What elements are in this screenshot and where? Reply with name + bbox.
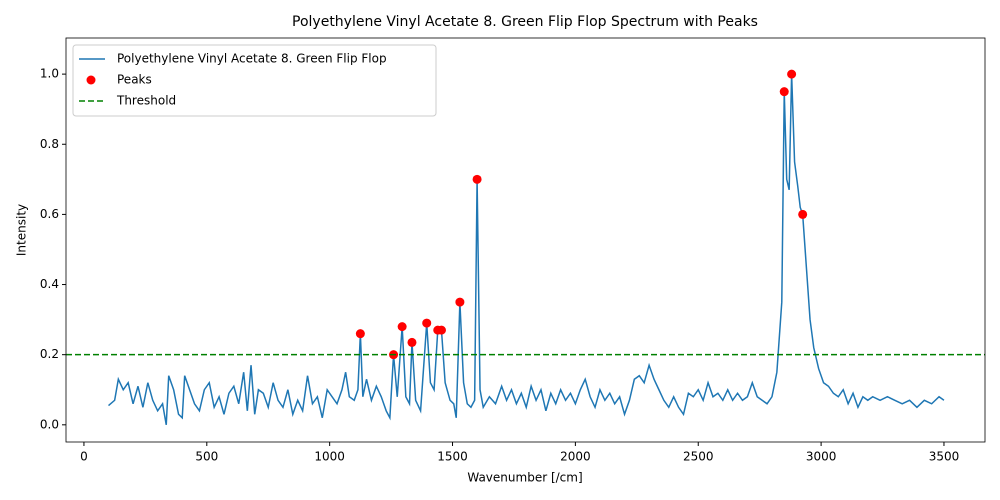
legend-label: Threshold [116,94,176,108]
peak-point [355,329,365,339]
peak-point [422,318,432,328]
y-tick-label: 0.8 [40,137,59,151]
y-tick-label: 0.2 [40,347,59,361]
x-tick-label: 1500 [437,450,468,464]
legend: Polyethylene Vinyl Acetate 8. Green Flip… [72,44,437,117]
legend-swatch [86,75,96,85]
x-tick-label: 2000 [560,450,591,464]
y-tick-label: 0.6 [40,207,59,221]
peak-point [436,325,446,335]
x-tick-label: 2500 [683,450,714,464]
plot-frame [65,37,986,443]
peak-point [798,209,808,219]
spectrum-line [108,74,945,425]
x-tick-label: 500 [195,450,218,464]
peak-point [455,297,465,307]
peak-point [397,322,407,332]
y-tick-label: 0.4 [40,277,59,291]
legend-label: Polyethylene Vinyl Acetate 8. Green Flip… [117,52,387,66]
y-tick-label: 0.0 [40,417,59,431]
peak-point [779,87,789,97]
x-tick-label: 1000 [314,450,345,464]
peak-point [472,174,482,184]
peak-point [407,337,417,347]
legend-box [72,44,437,117]
x-tick-label: 3000 [806,450,837,464]
x-tick-label: 0 [80,450,88,464]
x-tick-label: 3500 [929,450,960,464]
chart-title: Polyethylene Vinyl Acetate 8. Green Flip… [292,14,758,30]
x-axis-label: Wavenumber [/cm] [467,471,582,485]
y-axis-label: Intensity [15,204,29,256]
y-tick-label: 1.0 [40,67,59,81]
legend-label: Peaks [117,73,152,87]
peak-point [787,69,797,79]
